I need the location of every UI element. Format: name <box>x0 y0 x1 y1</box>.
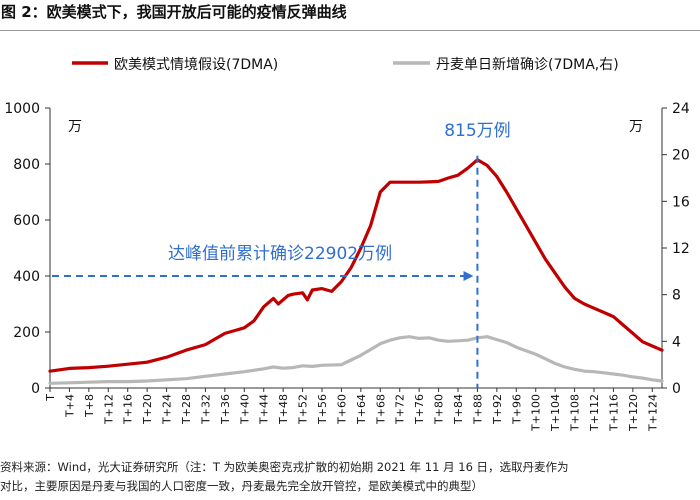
x-tick-label: T+20 <box>141 394 154 425</box>
y-left-tick-label: 400 <box>13 269 40 285</box>
x-tick-label: T+60 <box>335 394 348 425</box>
x-tick-label: T+44 <box>258 394 271 425</box>
y-right-tick-label: 24 <box>672 101 690 117</box>
y-axis-right-unit: 万 <box>629 119 643 135</box>
source-footnote: 资料来源：Wind，光大证券研究所（注：T 为欧美奥密克戎扩散的初始期 2021… <box>0 458 700 496</box>
y-left-tick-label: 0 <box>31 381 40 397</box>
footnote-line-1: 资料来源：Wind，光大证券研究所（注：T 为欧美奥密克戎扩散的初始期 2021… <box>0 460 569 474</box>
figure-title: 图 2：欧美模式下，我国开放后可能的疫情反弹曲线 <box>1 3 347 21</box>
y-left-tick-label: 1000 <box>4 101 40 117</box>
x-tick-label: T+88 <box>471 394 484 425</box>
y-axis-right-ticks: 0 4 8 12 16 20 24 <box>662 101 690 397</box>
x-tick-label: T+112 <box>588 394 601 432</box>
x-tick-label: T+76 <box>413 394 426 425</box>
legend-label-scenario: 欧美模式情境假设(7DMA) <box>114 57 278 73</box>
x-axis-ticks: T T+4 T+8 T+12 T+16 T+20 T+24 T+28 T+32 T+36 T+40 T… <box>44 388 659 432</box>
y-right-tick-label: 0 <box>672 381 681 397</box>
x-tick-label: T+16 <box>122 394 135 425</box>
y-axis-left-unit: 万 <box>68 119 82 135</box>
x-tick-label: T+28 <box>180 394 193 425</box>
peak-annotation-label: 815万例 <box>444 121 510 141</box>
x-tick-label: T+68 <box>374 394 387 425</box>
x-tick-label: T+104 <box>549 394 562 432</box>
x-tick-label: T+96 <box>510 394 523 425</box>
line-chart: 欧美模式情境假设(7DMA) 丹麦单日新增确诊(7DMA,右) 02004006… <box>4 57 690 432</box>
x-tick-label: T+64 <box>355 394 368 425</box>
x-tick-label: T+120 <box>627 394 640 432</box>
footnote-line-2: 对比，主要原因是丹麦与我国的人口密度一致，丹麦最先完全放开管控，是欧美模式中的典… <box>0 479 483 493</box>
cumulative-annotation-label: 达峰值前累计确诊22902万例 <box>168 244 392 264</box>
title-rule <box>0 30 700 31</box>
x-tick-label: T+116 <box>607 394 620 432</box>
y-left-tick-label: 800 <box>13 157 40 173</box>
y-left-tick-label: 600 <box>13 213 40 229</box>
x-tick-label: T+124 <box>646 394 659 432</box>
x-tick-label: T <box>44 394 57 402</box>
x-tick-label: T+40 <box>238 394 251 425</box>
x-tick-label: T+52 <box>297 394 310 425</box>
series-line-scenario <box>48 158 664 373</box>
x-tick-label: T+80 <box>433 394 446 425</box>
y-right-tick-label: 12 <box>672 241 690 257</box>
y-right-tick-label: 20 <box>672 148 690 164</box>
y-right-tick-label: 4 <box>672 334 681 350</box>
x-tick-label: T+56 <box>316 394 329 425</box>
x-tick-label: T+36 <box>219 394 232 425</box>
x-tick-label: T+8 <box>83 394 96 418</box>
x-tick-label: T+32 <box>199 394 212 425</box>
x-tick-label: T+12 <box>102 394 115 425</box>
x-tick-label: T+84 <box>452 394 465 425</box>
x-tick-label: T+92 <box>491 394 504 425</box>
x-tick-label: T+108 <box>569 394 582 432</box>
x-tick-label: T+72 <box>394 394 407 425</box>
series-layer <box>48 158 664 385</box>
y-axis-left-ticks: 0 200 400 600 800 1000 <box>4 101 50 397</box>
series-line-denmark <box>48 335 664 385</box>
x-tick-label: T+48 <box>277 394 290 425</box>
x-tick-label: T+100 <box>530 394 543 432</box>
chart-legend: 欧美模式情境假设(7DMA) 丹麦单日新增确诊(7DMA,右) <box>72 57 619 73</box>
x-tick-label: T+24 <box>161 394 174 425</box>
legend-label-denmark: 丹麦单日新增确诊(7DMA,右) <box>436 57 619 73</box>
y-left-tick-label: 200 <box>13 325 40 341</box>
x-tick-label: T+4 <box>63 394 76 418</box>
y-right-tick-label: 16 <box>672 194 690 210</box>
y-right-tick-label: 8 <box>672 288 681 304</box>
